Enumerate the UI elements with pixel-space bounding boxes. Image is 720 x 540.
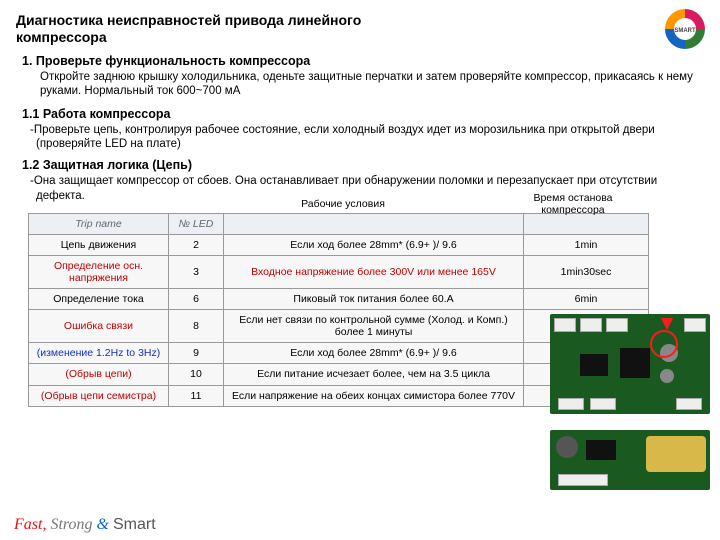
table-row: Определение тока6Пиковый ток питания бол… <box>29 289 649 310</box>
cell-led: 10 <box>169 364 224 385</box>
cell-cond: Входное напряжение более 300V или менее … <box>224 256 524 289</box>
cell-cond: Пиковый ток питания более 60.А <box>224 289 524 310</box>
th-led: № LED <box>169 213 224 234</box>
cell-cond: Если напряжение на обеих концах симистор… <box>224 385 524 406</box>
svg-text:SMART: SMART <box>674 28 696 34</box>
section-1-1: 1.1 Работа компрессора <box>0 105 720 123</box>
section-1: 1. Проверьте функциональность компрессор… <box>0 52 720 70</box>
th-cond <box>224 213 524 234</box>
cell-led: 3 <box>169 256 224 289</box>
footer-smart: Smart <box>113 516 156 533</box>
cell-cond: Если ход более 28mm* (6.9+ )/ 9.6 <box>224 343 524 364</box>
cell-time: 6min <box>524 289 649 310</box>
footer-amp: & <box>97 516 109 533</box>
th-time <box>524 213 649 234</box>
pcb-image-2 <box>550 430 710 490</box>
table-header-row: Trip name № LED <box>29 213 649 234</box>
footer-strong: Strong <box>50 516 92 533</box>
cell-tripname: Цепь движения <box>29 235 169 256</box>
smart-logo: SMART <box>664 8 706 50</box>
section-1-2: 1.2 Защитная логика (Цепь) <box>0 156 720 174</box>
cell-tripname: (изменение 1.2Hz to 3Hz) <box>29 343 169 364</box>
cell-time: 1min <box>524 235 649 256</box>
cell-time: 1min30sec <box>524 256 649 289</box>
page-title: Диагностика неисправностей привода линей… <box>0 0 400 52</box>
footer-slogan: Fast, Strong & Smart <box>14 516 156 534</box>
footer-fast: Fast, <box>14 516 46 533</box>
cell-tripname: Определение тока <box>29 289 169 310</box>
cell-led: 11 <box>169 385 224 406</box>
cell-led: 9 <box>169 343 224 364</box>
cell-cond: Если питание исчезает более, чем на 3.5 … <box>224 364 524 385</box>
cell-tripname: Ошибка связи <box>29 310 169 343</box>
cell-led: 8 <box>169 310 224 343</box>
pcb-image-1 <box>550 314 710 414</box>
cell-cond: Если нет связи по контрольной сумме (Хол… <box>224 310 524 343</box>
cell-cond: Если ход более 28mm* (6.9+ )/ 9.6 <box>224 235 524 256</box>
para-1: Откройте заднюю крышку холодильника, оде… <box>0 70 720 105</box>
table-row: Цепь движения2Если ход более 28mm* (6.9+… <box>29 235 649 256</box>
th-tripname: Trip name <box>29 213 169 234</box>
cell-led: 2 <box>169 235 224 256</box>
cell-tripname: Определение осн. напряжения <box>29 256 169 289</box>
bullet-1-1: -Проверьте цепь, контролируя рабочее сос… <box>0 123 720 156</box>
table-row: Определение осн. напряжения3Входное напр… <box>29 256 649 289</box>
cell-tripname: (Обрыв цепи семистра) <box>29 385 169 406</box>
cell-tripname: (Обрыв цепи) <box>29 364 169 385</box>
bullet-1-2: -Она защищает компрессор от сбоев. Она о… <box>0 174 720 207</box>
cell-led: 6 <box>169 289 224 310</box>
